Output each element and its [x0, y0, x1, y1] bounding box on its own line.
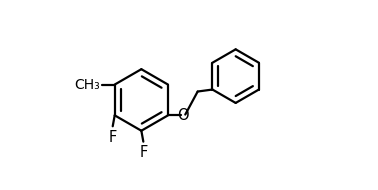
Text: F: F: [139, 145, 147, 160]
Text: CH₃: CH₃: [74, 78, 100, 92]
Text: F: F: [108, 130, 117, 145]
Text: O: O: [177, 108, 189, 123]
